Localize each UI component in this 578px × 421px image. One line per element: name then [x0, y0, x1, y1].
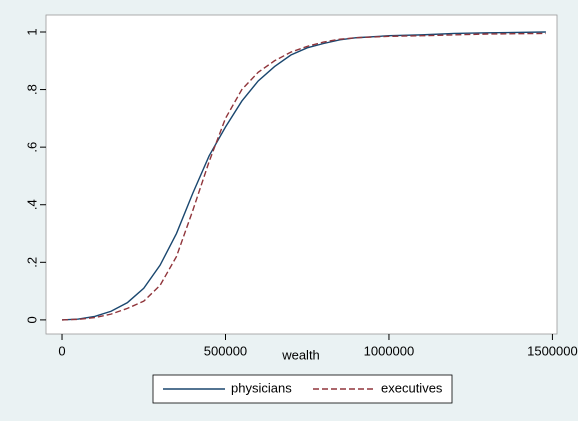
y-tick-label: .6 [24, 142, 39, 153]
x-tick-label: 500000 [204, 343, 247, 358]
x-tick-label: 1000000 [364, 343, 415, 358]
series-line [61, 32, 546, 321]
y-tick-label: .2 [24, 257, 39, 268]
x-axis-label: wealth [281, 347, 320, 362]
x-tick-label: 1500000 [527, 343, 578, 358]
x-tick-label: 0 [58, 343, 65, 358]
y-tick-label: .4 [24, 199, 39, 210]
legend-label: physicians [231, 380, 292, 395]
legend-label: executives [381, 380, 443, 395]
y-tick-label: 0 [24, 316, 39, 323]
plot-area [45, 14, 558, 335]
y-tick-label: .8 [24, 84, 39, 95]
y-tick-label: 1 [24, 28, 39, 35]
